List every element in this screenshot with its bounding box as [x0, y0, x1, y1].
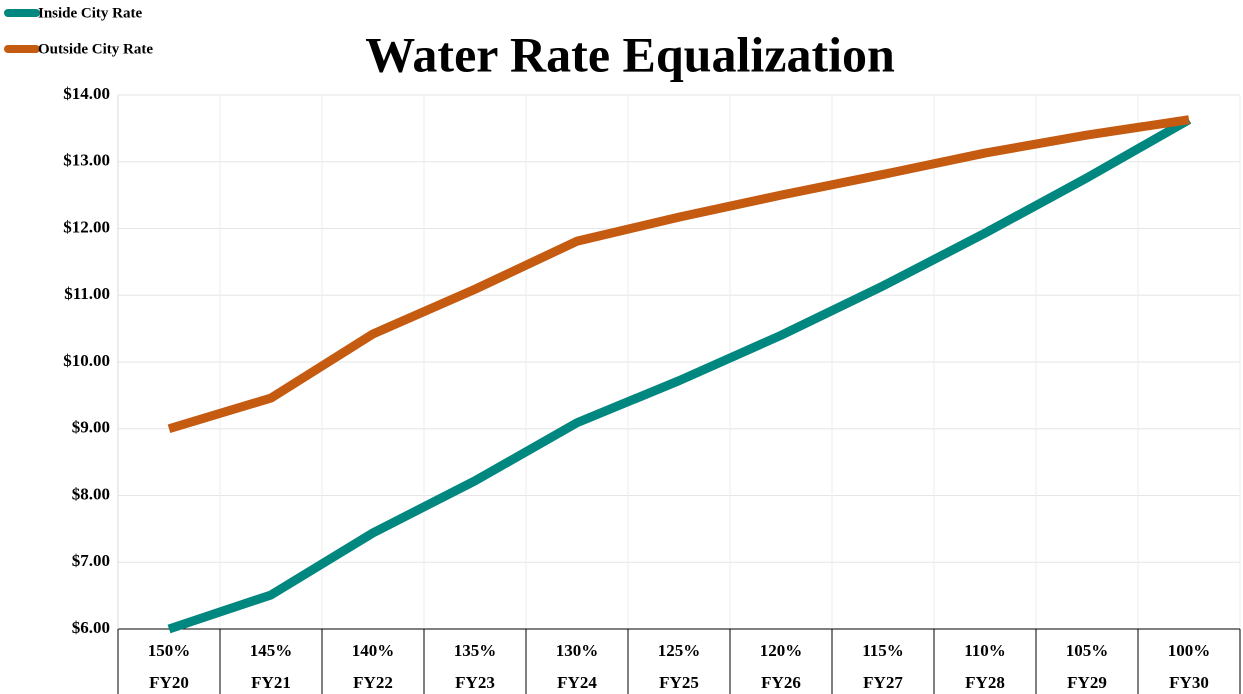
x-tick-label-percent: 105% [1066, 641, 1109, 660]
y-tick-label: $10.00 [63, 351, 110, 370]
y-tick-label: $12.00 [63, 217, 110, 236]
x-tick-label-percent: 110% [964, 641, 1006, 660]
x-tick-label: FY28 [965, 673, 1005, 692]
series-line [167, 115, 1190, 434]
y-tick-label: $11.00 [64, 284, 110, 303]
x-tick-label: FY24 [557, 673, 597, 692]
x-tick-label-percent: 120% [760, 641, 803, 660]
x-tick-label: FY23 [455, 673, 495, 692]
x-tick-label: FY21 [251, 673, 291, 692]
x-tick-label-percent: 135% [454, 641, 497, 660]
x-tick-label-percent: 150% [148, 641, 191, 660]
y-tick-label: $6.00 [72, 618, 110, 637]
y-tick-label: $8.00 [72, 484, 110, 503]
legend-label: Inside City Rate [38, 5, 143, 21]
x-tick-label: FY27 [863, 673, 903, 692]
x-tick-label-percent: 100% [1168, 641, 1211, 660]
x-tick-label: FY29 [1067, 673, 1107, 692]
x-tick-label: FY22 [353, 673, 393, 692]
x-tick-label: FY25 [659, 673, 699, 692]
series-line [167, 115, 1192, 634]
x-tick-label-percent: 130% [556, 641, 599, 660]
x-tick-label-percent: 145% [250, 641, 293, 660]
x-tick-label-percent: 125% [658, 641, 701, 660]
y-tick-label: $13.00 [63, 151, 110, 170]
x-tick-label: FY26 [761, 673, 801, 692]
x-tick-label-percent: 115% [862, 641, 904, 660]
x-tick-label-percent: 140% [352, 641, 395, 660]
y-tick-label: $7.00 [72, 551, 110, 570]
y-tick-label: $14.00 [63, 84, 110, 103]
x-tick-label: FY20 [149, 673, 189, 692]
chart-title: Water Rate Equalization [365, 26, 895, 82]
x-tick-label: FY30 [1169, 673, 1209, 692]
legend-label: Outside City Rate [38, 41, 153, 57]
y-tick-label: $9.00 [72, 418, 110, 437]
